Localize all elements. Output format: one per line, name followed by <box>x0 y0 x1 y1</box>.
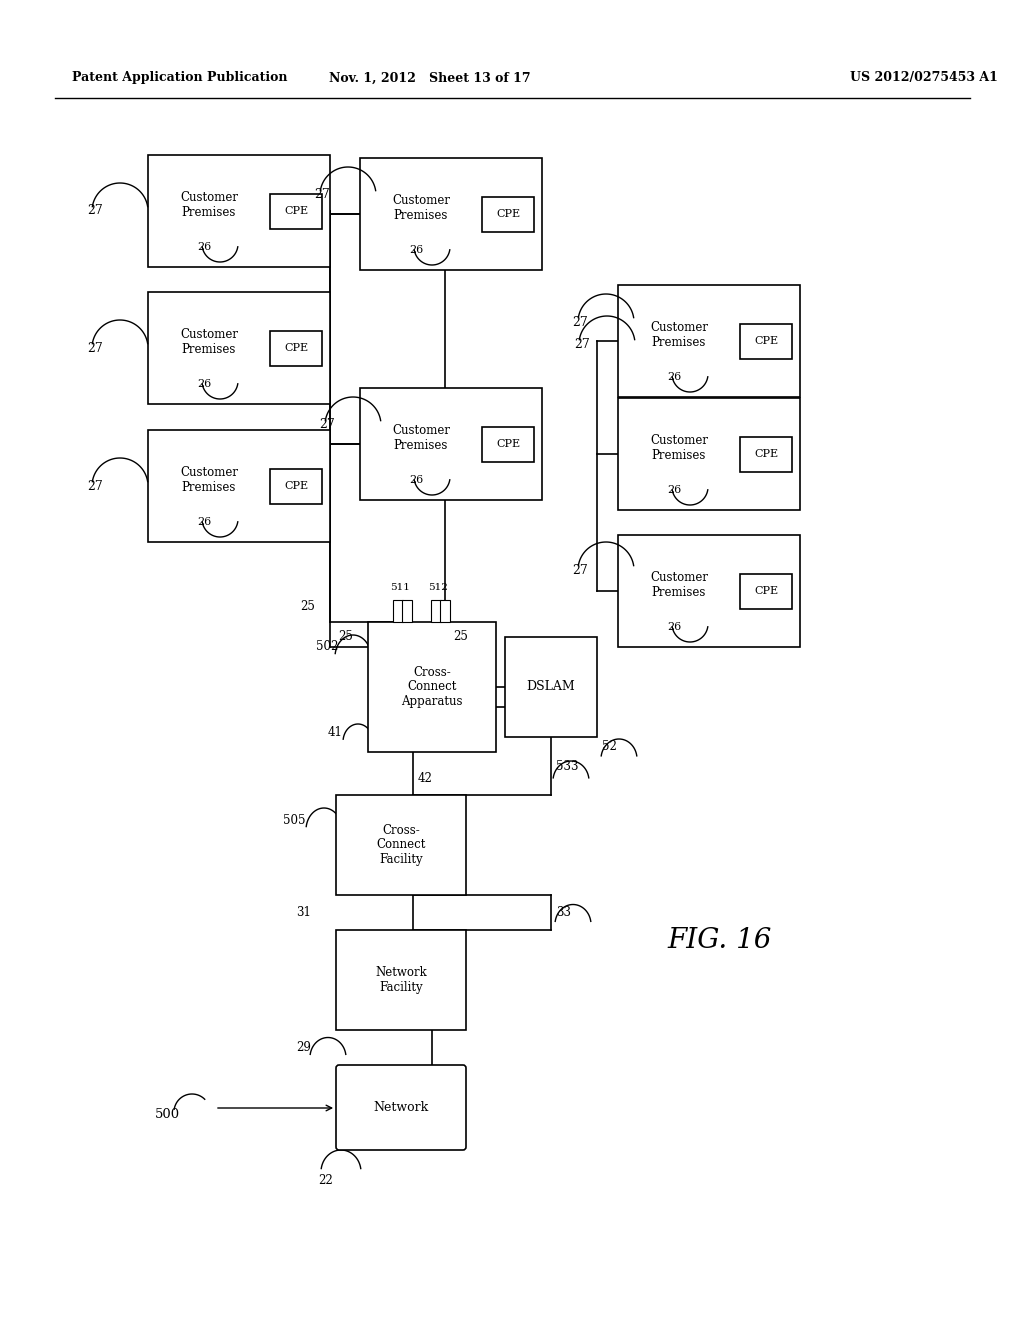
Text: 533: 533 <box>556 759 579 772</box>
Text: US 2012/0275453 A1: US 2012/0275453 A1 <box>850 71 997 84</box>
Text: CPE: CPE <box>284 480 308 491</box>
Bar <box>431 601 441 622</box>
Bar <box>393 601 403 622</box>
Text: CPE: CPE <box>284 206 308 216</box>
Bar <box>336 931 466 1030</box>
Text: CPE: CPE <box>754 337 778 346</box>
Text: CPE: CPE <box>754 449 778 459</box>
Text: 27: 27 <box>319 418 335 432</box>
Text: 41: 41 <box>328 726 343 738</box>
Text: 26: 26 <box>667 484 681 495</box>
Text: 52: 52 <box>602 741 616 754</box>
Text: CPE: CPE <box>496 209 520 219</box>
Text: Customer
Premises: Customer Premises <box>180 466 238 494</box>
Text: CPE: CPE <box>284 343 308 352</box>
Text: 511: 511 <box>390 583 410 591</box>
Text: 26: 26 <box>667 622 681 632</box>
Bar <box>360 388 542 500</box>
Bar <box>740 323 792 359</box>
Text: 26: 26 <box>197 379 211 389</box>
Text: 22: 22 <box>318 1173 334 1187</box>
Text: 25: 25 <box>454 631 468 644</box>
Text: Network
Facility: Network Facility <box>375 966 427 994</box>
Bar <box>148 154 330 267</box>
Text: Customer
Premises: Customer Premises <box>650 434 708 462</box>
Text: 26: 26 <box>409 475 423 484</box>
Bar <box>336 795 466 895</box>
Bar <box>482 426 534 462</box>
Text: Customer
Premises: Customer Premises <box>392 194 450 222</box>
Bar <box>270 194 322 228</box>
Text: CPE: CPE <box>754 586 778 597</box>
Text: 505: 505 <box>284 813 306 826</box>
Text: 27: 27 <box>572 315 588 329</box>
Bar <box>618 535 800 647</box>
Text: 27: 27 <box>87 205 103 218</box>
Text: 25: 25 <box>300 601 315 614</box>
Bar <box>482 197 534 231</box>
Text: 26: 26 <box>409 246 423 255</box>
Text: Customer
Premises: Customer Premises <box>180 327 238 356</box>
Text: 25: 25 <box>338 631 353 644</box>
Bar <box>740 573 792 609</box>
Bar <box>618 399 800 510</box>
Bar <box>618 285 800 397</box>
Text: Customer
Premises: Customer Premises <box>650 321 708 348</box>
Text: Patent Application Publication: Patent Application Publication <box>72 71 288 84</box>
Text: 42: 42 <box>418 772 433 785</box>
Text: 26: 26 <box>197 517 211 527</box>
Text: Nov. 1, 2012   Sheet 13 of 17: Nov. 1, 2012 Sheet 13 of 17 <box>329 71 530 84</box>
Text: 27: 27 <box>572 564 588 577</box>
Bar <box>740 437 792 471</box>
Text: 29: 29 <box>296 1041 311 1053</box>
Text: Cross-
Connect
Facility: Cross- Connect Facility <box>376 824 426 866</box>
Bar <box>360 158 542 271</box>
Text: Customer
Premises: Customer Premises <box>180 191 238 219</box>
Bar <box>148 430 330 543</box>
Text: 31: 31 <box>296 906 311 919</box>
Text: 33: 33 <box>556 906 571 919</box>
Text: Cross-
Connect
Apparatus: Cross- Connect Apparatus <box>401 665 463 709</box>
Text: 26: 26 <box>197 242 211 252</box>
Text: 502: 502 <box>315 640 338 653</box>
Text: 500: 500 <box>155 1109 180 1122</box>
FancyBboxPatch shape <box>336 1065 466 1150</box>
Text: 27: 27 <box>314 189 330 202</box>
Text: 27: 27 <box>87 342 103 355</box>
Text: 512: 512 <box>428 583 449 591</box>
Bar <box>368 622 496 752</box>
Text: DSLAM: DSLAM <box>526 681 575 693</box>
Bar <box>505 638 597 737</box>
Text: Customer
Premises: Customer Premises <box>650 572 708 599</box>
Text: 26: 26 <box>667 372 681 381</box>
Text: Customer
Premises: Customer Premises <box>392 424 450 451</box>
Bar <box>148 292 330 404</box>
Text: CPE: CPE <box>496 440 520 449</box>
Bar <box>270 330 322 366</box>
Bar <box>402 601 412 622</box>
Text: 27: 27 <box>87 479 103 492</box>
Text: Network: Network <box>374 1101 429 1114</box>
Bar <box>270 469 322 503</box>
Bar <box>440 601 451 622</box>
Text: 27: 27 <box>574 338 590 351</box>
Text: FIG. 16: FIG. 16 <box>668 927 772 953</box>
